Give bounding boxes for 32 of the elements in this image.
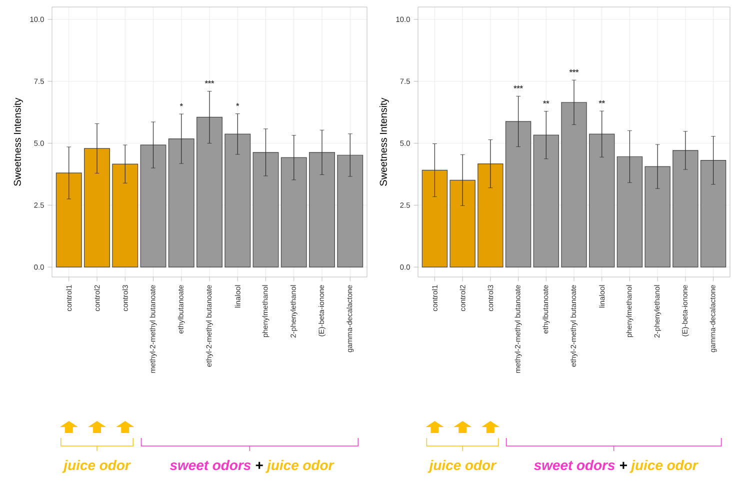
bar <box>196 116 222 268</box>
bar <box>616 156 643 268</box>
text: + <box>620 462 627 469</box>
bar <box>450 180 476 268</box>
bar <box>56 172 82 268</box>
bar <box>561 102 587 268</box>
y-axis-title: Sweetness Intensity <box>14 98 23 186</box>
bar <box>280 157 307 268</box>
bar <box>505 121 532 268</box>
bar <box>252 152 279 268</box>
bar <box>140 144 166 268</box>
bar <box>700 160 726 268</box>
bar <box>337 154 364 268</box>
bar <box>672 150 698 268</box>
y-axis-title: Sweetness Intensity <box>380 98 389 186</box>
text: juice odor <box>266 460 334 473</box>
text: sweet odors <box>534 460 615 470</box>
bar <box>112 164 138 268</box>
text: sweet odors <box>170 460 251 470</box>
text: juice odor <box>630 460 698 473</box>
bar <box>478 163 504 268</box>
bar <box>168 138 194 268</box>
bar <box>589 134 615 268</box>
bar <box>644 166 670 268</box>
text: juice odor <box>62 460 131 473</box>
bar <box>309 152 335 268</box>
bar <box>533 134 559 268</box>
bar <box>84 148 110 268</box>
bar <box>224 134 251 268</box>
bar <box>422 170 448 268</box>
text: juice odor <box>428 460 497 473</box>
text: + <box>256 462 263 469</box>
